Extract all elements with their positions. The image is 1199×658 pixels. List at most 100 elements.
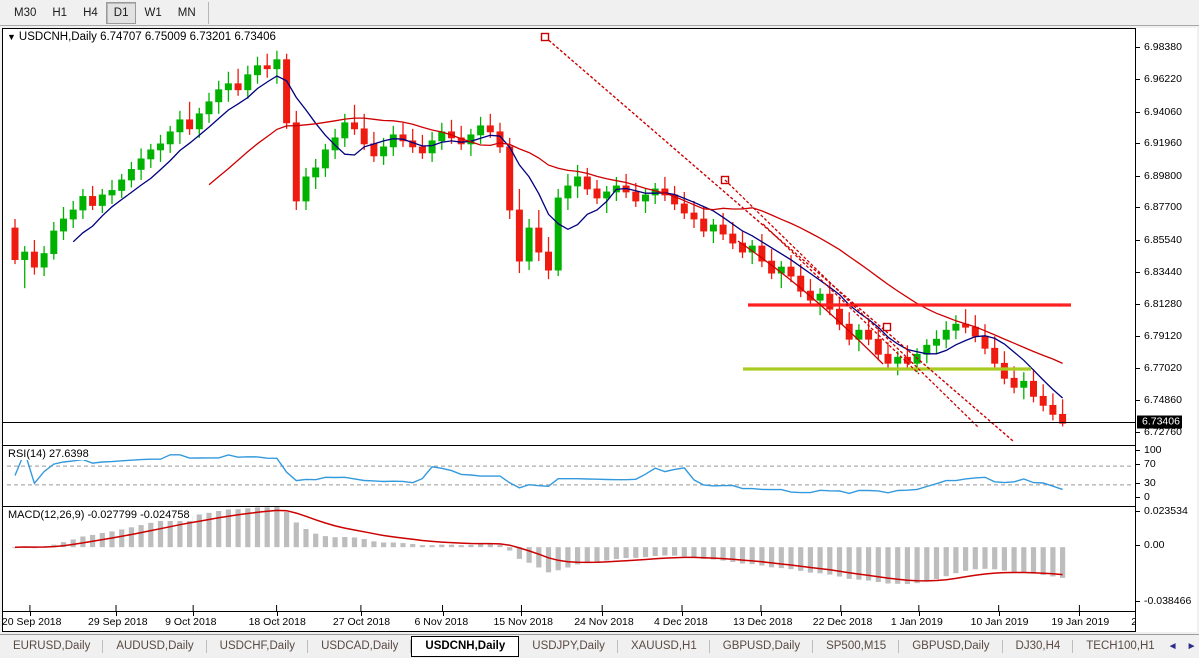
tab-separator bbox=[616, 640, 618, 653]
macd-tick-label: 0.00 bbox=[1144, 539, 1165, 552]
date-tick-label: 9 Oct 2018 bbox=[165, 616, 217, 628]
tab-scroll-controls: ◄ ► bbox=[1168, 641, 1199, 652]
collapse-caret-icon[interactable]: ▼ bbox=[7, 32, 16, 42]
chart-tab-audusd-daily[interactable]: AUDUSD,Daily bbox=[103, 637, 207, 656]
timeframe-d1[interactable]: D1 bbox=[105, 2, 137, 24]
tab-separator bbox=[708, 640, 710, 653]
timeframe-h1[interactable]: H1 bbox=[52, 7, 68, 19]
price-tick-label: 6.98380 bbox=[1144, 41, 1182, 53]
scroll-right-icon[interactable]: ► bbox=[1186, 641, 1197, 652]
date-tick bbox=[360, 612, 362, 616]
date-tick-label: 18 Oct 2018 bbox=[248, 616, 306, 628]
rsi-tick-label: 0 bbox=[1144, 491, 1150, 503]
chart-tab-usdcnh-daily[interactable]: USDCNH,Daily bbox=[411, 636, 520, 657]
date-tick-label: 1 Jan 2019 bbox=[890, 616, 943, 628]
price-tick-label: 6.91960 bbox=[1144, 137, 1182, 150]
chart-symbol-text: USDCNH,Daily 6.74707 6.75009 6.73201 6.7… bbox=[18, 31, 276, 43]
date-axis: 20 Sep 2018 29 Sep 2018 9 Oct 2018 18 Oct 2… bbox=[1, 611, 1196, 631]
date-tick-label: 19 Jan 2019 bbox=[1051, 616, 1110, 628]
macd-plot bbox=[12, 507, 1160, 611]
rsi-tick-label: 100 bbox=[1144, 444, 1162, 456]
scroll-left-icon[interactable]: ◄ bbox=[1167, 641, 1178, 652]
price-pane[interactable]: ▼ USDCNH,Daily 6.74707 6.75009 6.73201 6.… bbox=[3, 29, 1196, 445]
tab-separator bbox=[1072, 640, 1074, 653]
price-tick-label: 6.96220 bbox=[1144, 73, 1182, 86]
chart-tab-sp500-m15[interactable]: SP500,M15 bbox=[813, 637, 900, 656]
price-tick bbox=[1136, 79, 1140, 81]
tab-separator bbox=[205, 640, 207, 653]
date-tick bbox=[29, 612, 31, 616]
rsi-tick bbox=[1136, 497, 1140, 498]
date-tick bbox=[840, 612, 842, 616]
timeframe-mn[interactable]: MN bbox=[177, 7, 196, 19]
chart-tab-usdcad-daily[interactable]: USDCAD,Daily bbox=[308, 637, 412, 656]
date-tick-label: 6 Nov 2018 bbox=[414, 616, 469, 628]
tab-separator bbox=[898, 640, 900, 653]
chart-tab-xauusd-h1[interactable]: XAUUSD,H1 bbox=[618, 637, 710, 656]
tab-separator bbox=[1001, 640, 1003, 653]
rsi-tick bbox=[1136, 482, 1140, 484]
price-tick-label: 6.83440 bbox=[1144, 265, 1182, 278]
date-tick-label: 15 Nov 2018 bbox=[493, 616, 553, 628]
date-tick-label: 20 Sep 2018 bbox=[1, 616, 62, 628]
date-tick bbox=[602, 612, 604, 616]
chart-symbol-header: ▼ USDCNH,Daily 6.74707 6.75009 6.73201 6.… bbox=[7, 31, 276, 43]
price-tick-label: 6.89800 bbox=[1144, 169, 1182, 182]
date-tick-label: 24 Nov 2018 bbox=[574, 616, 634, 628]
chart-tab-gbpusd-daily[interactable]: GBPUSD,Daily bbox=[899, 637, 1003, 656]
chart-tab-dj30-h4[interactable]: DJ30,H4 bbox=[1003, 637, 1074, 656]
macd-tick bbox=[1136, 601, 1140, 602]
date-tick bbox=[998, 612, 1000, 616]
macd-label: MACD(12,26,9) -0.027799 -0.024758 bbox=[8, 509, 192, 521]
macd-pane[interactable]: MACD(12,26,9) -0.027799 -0.024758 bbox=[3, 506, 1196, 611]
macd-tick bbox=[1136, 511, 1140, 512]
timeframe-h4[interactable]: H4 bbox=[83, 7, 98, 19]
current-price-label: 6.73406 bbox=[1137, 415, 1182, 429]
chart-tab-eurusd-daily[interactable]: EURUSD,Daily bbox=[0, 637, 104, 656]
rsi-pane[interactable]: RSI(14) 27.6398 bbox=[3, 445, 1196, 505]
price-tick bbox=[1136, 336, 1140, 338]
rsi-tick bbox=[1136, 464, 1140, 466]
timeframe-m30[interactable]: M30 bbox=[14, 7, 37, 19]
date-tick-label: 4 Dec 2018 bbox=[654, 616, 708, 628]
date-tick bbox=[276, 612, 278, 616]
price-tick bbox=[1136, 271, 1140, 273]
macd-tick-label: 0.023534 bbox=[1144, 505, 1188, 517]
date-tick bbox=[193, 612, 195, 616]
price-tick bbox=[1136, 47, 1140, 48]
tab-separator bbox=[410, 640, 412, 653]
price-tick-label: 6.74860 bbox=[1144, 394, 1182, 407]
timeframe-group: M30 H1 H4 D1 W1 MN bbox=[6, 2, 209, 24]
macd-tick bbox=[1136, 545, 1140, 547]
rsi-label: RSI(14) 27.6398 bbox=[8, 448, 91, 460]
rsi-tick bbox=[1136, 450, 1140, 451]
rsi-plot bbox=[7, 449, 1133, 495]
price-tick-label: 6.79120 bbox=[1144, 330, 1182, 343]
timeframe-w1[interactable]: W1 bbox=[144, 7, 162, 19]
price-tick-label: 6.72760 bbox=[1144, 426, 1182, 438]
price-tick-label: 6.77020 bbox=[1144, 361, 1182, 374]
candlestick-plot bbox=[11, 32, 1071, 442]
tab-separator bbox=[307, 640, 309, 653]
chart-tab-usdchf-daily[interactable]: USDCHF,Daily bbox=[207, 637, 309, 656]
date-tick bbox=[760, 612, 762, 616]
chart-tab-gbpusd-daily[interactable]: GBPUSD,Daily bbox=[710, 637, 814, 656]
price-tick bbox=[1136, 303, 1140, 305]
macd-tick-label: -0.038466 bbox=[1144, 595, 1192, 607]
rsi-tick-label: 70 bbox=[1144, 458, 1156, 471]
chart-tab-usdjpy-daily[interactable]: USDJPY,Daily bbox=[519, 637, 618, 656]
price-tick bbox=[1136, 432, 1140, 433]
timeframe-toolbar: M30 H1 H4 D1 W1 MN bbox=[0, 0, 1199, 26]
price-scale-axis[interactable]: 6.98380 6.96220 6.94060 6.91960 6.89800 6.877… bbox=[1135, 28, 1197, 632]
date-tick-label: 27 Oct 2018 bbox=[332, 616, 391, 628]
price-tick bbox=[1136, 400, 1140, 402]
date-tick bbox=[442, 612, 444, 616]
chart-tab-tech100-h1[interactable]: TECH100,H1 bbox=[1086, 640, 1155, 652]
price-tick bbox=[1136, 111, 1140, 113]
date-tick bbox=[116, 612, 118, 616]
date-tick bbox=[918, 612, 920, 616]
price-tick bbox=[1136, 207, 1140, 209]
tab-separator bbox=[102, 640, 104, 653]
price-tick bbox=[1136, 239, 1140, 241]
